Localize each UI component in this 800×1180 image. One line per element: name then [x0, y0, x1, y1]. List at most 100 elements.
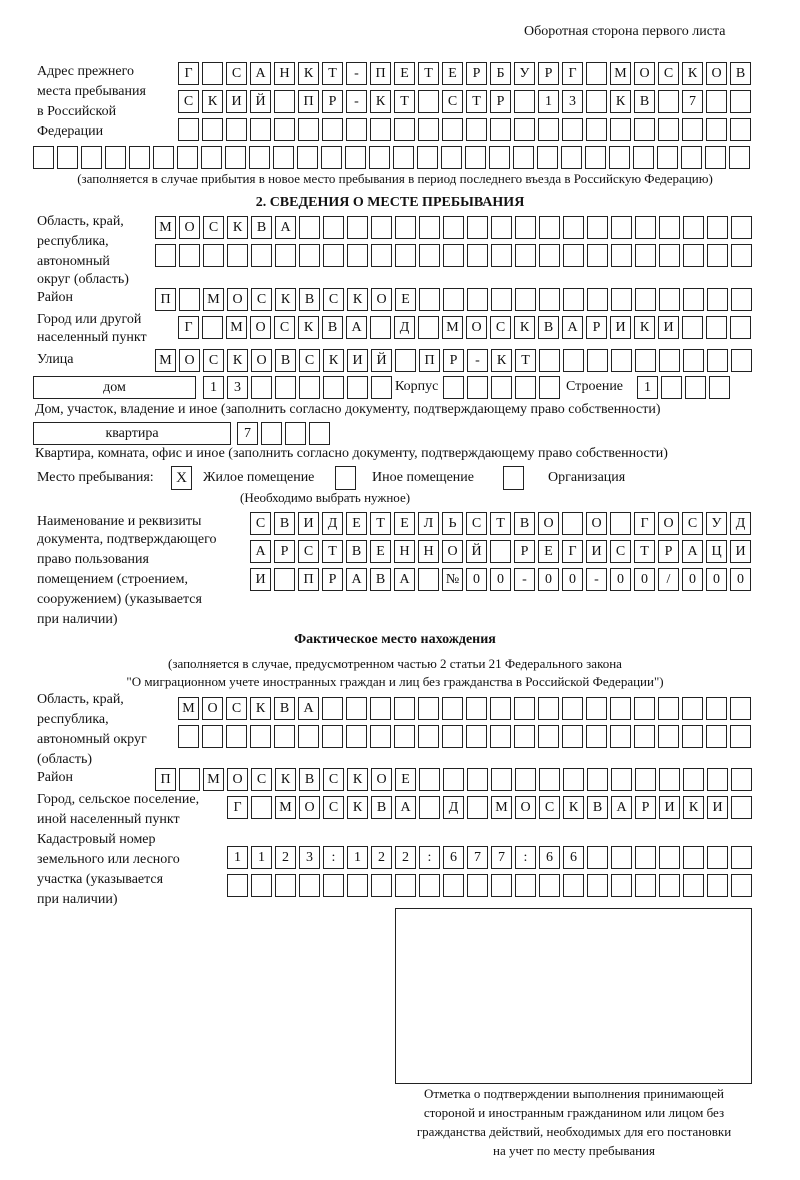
cadastre-row-2-cell[interactable]	[587, 874, 608, 897]
actual-region-row-1-cell[interactable]	[682, 697, 703, 720]
prev-address-row-1-cell[interactable]: М	[610, 62, 631, 85]
prev-address-row-2-cell[interactable]: Т	[466, 90, 487, 113]
cadastre-row-2-cell[interactable]	[227, 874, 248, 897]
cadastre-row-2-cell[interactable]	[683, 874, 704, 897]
prev-address-row-4-cell[interactable]	[129, 146, 150, 169]
prev-address-row-4-cell[interactable]	[57, 146, 78, 169]
region-row-1-cell[interactable]	[371, 216, 392, 239]
region-row-2-cell[interactable]	[443, 244, 464, 267]
prev-address-row-4-cell[interactable]	[513, 146, 534, 169]
prev-address-row-2-cell[interactable]: К	[202, 90, 223, 113]
prev-address-row-3-cell[interactable]	[730, 118, 751, 141]
doc-row-2-cell[interactable]: Й	[466, 540, 487, 563]
prev-address-row-1-cell[interactable]	[586, 62, 607, 85]
prev-address-row-4-cell[interactable]	[441, 146, 462, 169]
actual-region-row-1-cell[interactable]: О	[202, 697, 223, 720]
cadastre-row-2-cell[interactable]	[731, 874, 752, 897]
district-row-cell[interactable]	[179, 288, 200, 311]
district-row-cell[interactable]	[419, 288, 440, 311]
stroenie-row-cell[interactable]: 1	[637, 376, 658, 399]
flat-number-row-cell[interactable]	[261, 422, 282, 445]
doc-row-2-cell[interactable]: А	[250, 540, 271, 563]
prev-address-row-1-cell[interactable]: К	[298, 62, 319, 85]
street-row-cell[interactable]: М	[155, 349, 176, 372]
city-row-cell[interactable]: К	[634, 316, 655, 339]
prev-address-row-1-cell[interactable]: П	[370, 62, 391, 85]
actual-region-row-1-cell[interactable]	[394, 697, 415, 720]
prev-address-row-2-cell[interactable]	[658, 90, 679, 113]
cadastre-row-2-cell[interactable]	[635, 874, 656, 897]
actual-region-row-1-cell[interactable]	[370, 697, 391, 720]
cadastre-row-1-cell[interactable]: 7	[491, 846, 512, 869]
cadastre-row-2-cell[interactable]	[323, 874, 344, 897]
actual-district-row-cell[interactable]	[635, 768, 656, 791]
cadastre-row-1-cell[interactable]: 2	[371, 846, 392, 869]
actual-district-row-cell[interactable]	[539, 768, 560, 791]
doc-row-1-cell[interactable]: В	[274, 512, 295, 535]
doc-row-3-cell[interactable]: 0	[490, 568, 511, 591]
prev-address-row-3-cell[interactable]	[682, 118, 703, 141]
city-row-cell[interactable]: Р	[586, 316, 607, 339]
region-row-2-cell[interactable]	[707, 244, 728, 267]
city-row-cell[interactable]: Д	[394, 316, 415, 339]
actual-district-row-cell[interactable]: П	[155, 768, 176, 791]
cadastre-row-1-cell[interactable]: 6	[443, 846, 464, 869]
actual-district-row-cell[interactable]: О	[227, 768, 248, 791]
actual-city-row-cell[interactable]: К	[683, 796, 704, 819]
city-row-cell[interactable]: А	[346, 316, 367, 339]
prev-address-row-4-cell[interactable]	[609, 146, 630, 169]
stay-option-residential-checkbox[interactable]: X	[171, 466, 192, 490]
region-row-2-cell[interactable]	[419, 244, 440, 267]
prev-address-row-1-cell[interactable]: У	[514, 62, 535, 85]
cadastre-row-1-cell[interactable]: :	[419, 846, 440, 869]
cadastre-row-2-cell[interactable]	[299, 874, 320, 897]
region-row-1-cell[interactable]	[659, 216, 680, 239]
actual-region-row-1-cell[interactable]	[586, 697, 607, 720]
actual-district-row-cell[interactable]: Е	[395, 768, 416, 791]
actual-region-row-1-cell[interactable]	[490, 697, 511, 720]
prev-address-row-3-cell[interactable]	[538, 118, 559, 141]
prev-address-row-4-cell[interactable]	[681, 146, 702, 169]
street-row-cell[interactable]	[683, 349, 704, 372]
stroenie-row-cell[interactable]	[661, 376, 682, 399]
region-row-1-cell[interactable]	[467, 216, 488, 239]
prev-address-row-2-cell[interactable]: В	[634, 90, 655, 113]
region-row-2-cell[interactable]	[323, 244, 344, 267]
district-row-cell[interactable]: М	[203, 288, 224, 311]
region-row-2-cell[interactable]	[611, 244, 632, 267]
prev-address-row-2-cell[interactable]	[730, 90, 751, 113]
cadastre-row-2-cell[interactable]	[347, 874, 368, 897]
district-row-cell[interactable]: С	[251, 288, 272, 311]
street-row-cell[interactable]: И	[347, 349, 368, 372]
doc-row-2-cell[interactable]: Е	[370, 540, 391, 563]
stay-option-other-checkbox[interactable]	[335, 466, 356, 490]
cadastre-row-2-cell[interactable]	[659, 874, 680, 897]
district-row-cell[interactable]	[683, 288, 704, 311]
actual-region-row-1-cell[interactable]	[658, 697, 679, 720]
actual-region-row-1-cell[interactable]	[634, 697, 655, 720]
doc-row-1-cell[interactable]: Е	[394, 512, 415, 535]
prev-address-row-2-cell[interactable]	[274, 90, 295, 113]
region-row-1-cell[interactable]: О	[179, 216, 200, 239]
doc-row-2-cell[interactable]: Т	[634, 540, 655, 563]
cadastre-row-1-cell[interactable]: 3	[299, 846, 320, 869]
actual-region-row-2-cell[interactable]	[178, 725, 199, 748]
street-row-cell[interactable]: В	[275, 349, 296, 372]
city-row-cell[interactable]: О	[250, 316, 271, 339]
actual-region-row-1-cell[interactable]: С	[226, 697, 247, 720]
actual-region-row-2-cell[interactable]	[610, 725, 631, 748]
doc-row-3-cell[interactable]: И	[250, 568, 271, 591]
actual-city-row-cell[interactable]: И	[659, 796, 680, 819]
region-row-1-cell[interactable]	[707, 216, 728, 239]
actual-district-row-cell[interactable]	[731, 768, 752, 791]
korpus-row-cell[interactable]	[515, 376, 536, 399]
prev-address-row-3-cell[interactable]	[370, 118, 391, 141]
cadastre-row-1-cell[interactable]: :	[515, 846, 536, 869]
actual-district-row-cell[interactable]: С	[323, 768, 344, 791]
prev-address-row-1-cell[interactable]: Е	[394, 62, 415, 85]
flat-number-row-cell[interactable]: 7	[237, 422, 258, 445]
street-row-cell[interactable]: С	[203, 349, 224, 372]
street-row-cell[interactable]	[707, 349, 728, 372]
prev-address-row-4-cell[interactable]	[321, 146, 342, 169]
actual-city-row-cell[interactable]: Г	[227, 796, 248, 819]
